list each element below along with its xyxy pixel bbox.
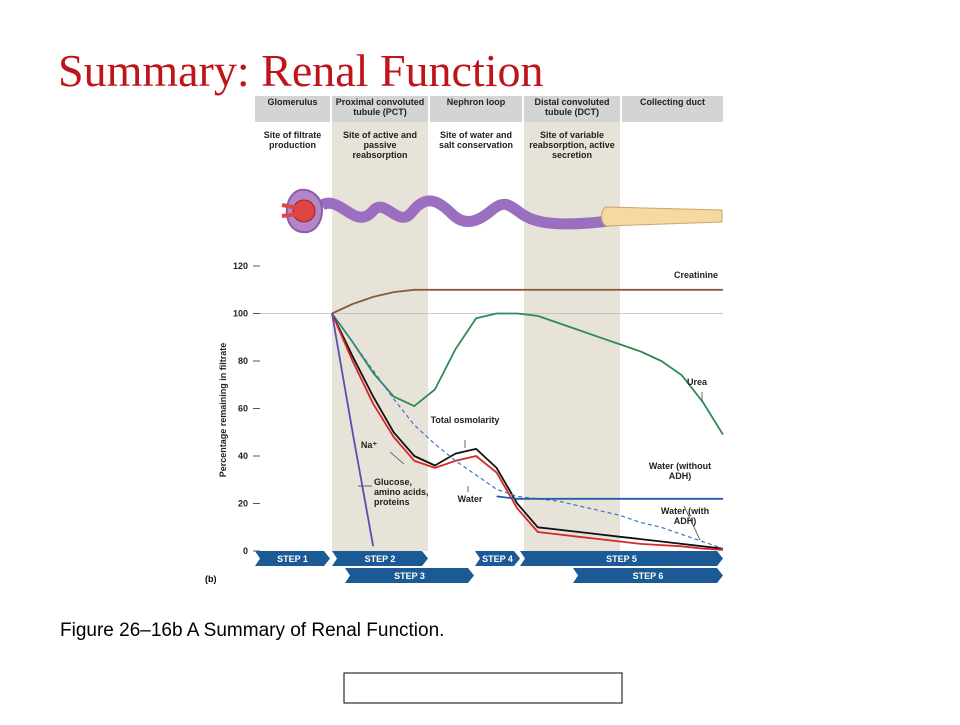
step-label: STEP 1 xyxy=(277,554,308,564)
annotation: Water (with ADH) xyxy=(660,507,710,526)
y-tick-label: 0 xyxy=(243,546,248,556)
series-label: Total osmolarity xyxy=(430,416,500,425)
annotation-box: Water (with ADH) xyxy=(660,507,710,526)
step-arrow xyxy=(345,568,474,583)
data-line xyxy=(331,313,724,550)
step-label: STEP 2 xyxy=(365,554,396,564)
slide-title: Summary: Renal Function xyxy=(58,45,544,96)
region-description: Site of active and passive reabsorption xyxy=(342,131,418,160)
series-label-box: Creatinine xyxy=(673,271,718,280)
y-tick-label: 80 xyxy=(238,356,248,366)
series-label: Water xyxy=(457,495,483,504)
figure-background: Glomerulus Site of filtrate production Pro… xyxy=(253,96,725,584)
data-line xyxy=(331,288,723,315)
region-description-box: Site of water and salt conservation xyxy=(438,131,514,150)
data-line xyxy=(496,495,723,500)
region-header xyxy=(255,96,330,122)
region-header xyxy=(332,96,428,122)
data-line xyxy=(331,313,724,550)
region-description: Site of water and salt conservation xyxy=(438,131,514,150)
region-name-box: Nephron loop xyxy=(446,98,506,107)
region-description-box: Site of active and passive reabsorption xyxy=(342,131,418,160)
series-label-box: Total osmolarity xyxy=(430,416,500,425)
y-tick-label: 40 xyxy=(238,451,248,461)
series-label: Urea xyxy=(686,378,707,387)
region-name: Nephron loop xyxy=(446,98,506,107)
plot: 0 20 40 60 80 100 120 Percentage remaining in f… xyxy=(218,261,724,556)
y-tick-label: 120 xyxy=(233,261,248,271)
y-tick-label: 60 xyxy=(238,404,248,414)
panel-label: (b) xyxy=(205,574,217,584)
y-axis-label: Percentage remaining in filtrate xyxy=(218,343,228,478)
series-label: Glucose, amino acids, proteins xyxy=(374,478,429,507)
region-header xyxy=(622,96,723,122)
region-name: Collecting duct xyxy=(640,98,705,107)
step-arrow xyxy=(573,568,723,583)
arterioles xyxy=(281,203,299,218)
region-description-box: Site of variable reabsorption, active se… xyxy=(529,131,615,160)
region-name: Proximal convoluted tubule (PCT) xyxy=(335,98,425,117)
nephron-drawing xyxy=(281,188,723,234)
caption: Figure 26–16b A Summary of Renal Functio… xyxy=(60,620,444,641)
step-arrow xyxy=(475,551,520,566)
region-name-box: Glomerulus xyxy=(267,98,318,107)
series-label: Na⁺ xyxy=(360,441,378,450)
leader-line xyxy=(683,505,701,541)
leader-line xyxy=(389,451,405,465)
data-line xyxy=(331,313,375,547)
tubule xyxy=(366,195,629,230)
data-line xyxy=(331,312,724,436)
region-description-box: Site of filtrate production xyxy=(263,131,322,150)
series-label-box: Water xyxy=(457,495,483,504)
region-description: Site of filtrate production xyxy=(263,131,322,150)
data-line xyxy=(331,313,724,551)
step-arrow xyxy=(332,551,428,566)
region-header xyxy=(524,96,620,122)
region-name-box: Collecting duct xyxy=(640,98,705,107)
series-label-box: Glucose, amino acids, proteins xyxy=(374,478,429,507)
series-label-box: Water (without ADH) xyxy=(648,462,712,481)
series-label-box: Urea xyxy=(686,378,707,387)
steps: STEP 1 STEP 2 STEP 3 STEP 4 STEP 5 STEP 6 xyxy=(255,551,723,583)
region-name: Distal convoluted tubule (DCT) xyxy=(534,98,610,117)
tubule xyxy=(319,197,376,223)
y-tick-label: 100 xyxy=(233,309,248,319)
blank-box xyxy=(343,672,623,704)
collecting-duct xyxy=(601,206,723,227)
step-label: STEP 3 xyxy=(394,571,425,581)
region-name-box: Distal convoluted tubule (DCT) xyxy=(534,98,610,117)
region-name: Glomerulus xyxy=(267,98,318,107)
figure-panel xyxy=(253,96,725,584)
y-tick-label: 20 xyxy=(238,499,248,509)
step-label: STEP 5 xyxy=(606,554,637,564)
region-band xyxy=(524,122,620,551)
step-label: STEP 6 xyxy=(633,571,664,581)
step-arrow xyxy=(255,551,330,566)
series-label-box: Na⁺ xyxy=(360,441,378,450)
step-label: STEP 4 xyxy=(482,554,513,564)
series-label: Water (without ADH) xyxy=(648,462,712,481)
series-label: Creatinine xyxy=(673,271,718,280)
region-description: Site of variable reabsorption, active se… xyxy=(529,131,615,160)
glomerulus xyxy=(292,199,316,223)
step-arrow xyxy=(520,551,723,566)
region-header xyxy=(430,96,522,122)
region-name-box: Proximal convoluted tubule (PCT) xyxy=(335,98,425,117)
